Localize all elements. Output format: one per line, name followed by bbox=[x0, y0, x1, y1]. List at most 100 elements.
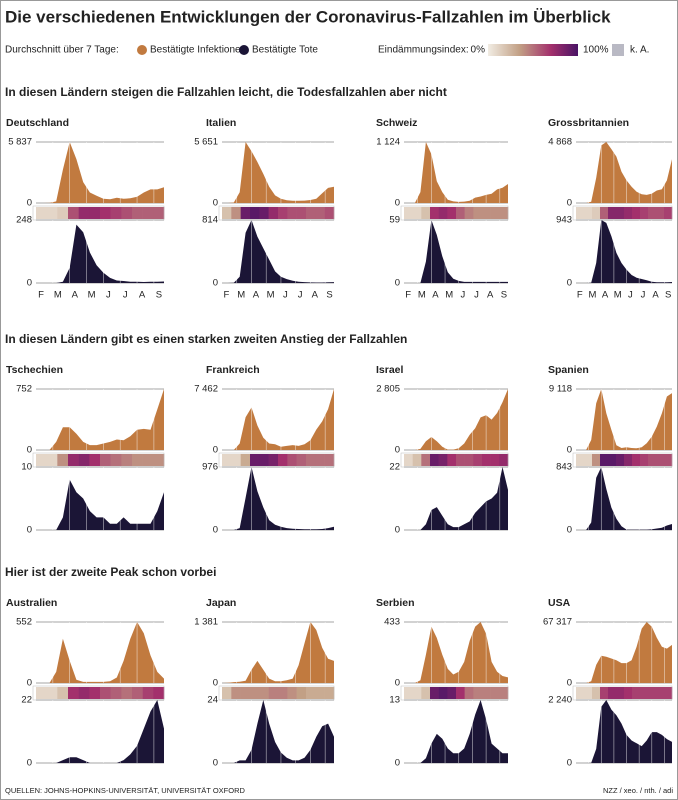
area bbox=[222, 700, 334, 763]
index-cell bbox=[640, 454, 649, 466]
index-cell bbox=[78, 454, 90, 466]
index-cell bbox=[464, 207, 474, 219]
legend-item: Bestätigte Infektionen bbox=[150, 45, 246, 56]
index-cell bbox=[278, 454, 288, 466]
month-label: A bbox=[139, 290, 146, 301]
y-tick-label: 0 bbox=[395, 198, 400, 209]
index-cell bbox=[231, 454, 241, 466]
index-cell bbox=[250, 687, 260, 699]
index-cell bbox=[490, 207, 500, 219]
index-cell bbox=[100, 454, 111, 466]
y-tick-label: 943 bbox=[556, 215, 572, 226]
index-cell bbox=[499, 454, 509, 466]
chart-title: Tschechien bbox=[6, 364, 63, 376]
index-cell bbox=[100, 687, 111, 699]
index-cell bbox=[499, 687, 509, 699]
y-tick-label: 9 118 bbox=[549, 384, 572, 395]
index-cell bbox=[656, 687, 665, 699]
index-cell bbox=[324, 207, 335, 219]
index-cell bbox=[296, 207, 307, 219]
index-cell bbox=[153, 207, 165, 219]
source: QUELLEN: JOHNS-HOPKINS-UNIVERSITÄT, UNIV… bbox=[5, 786, 245, 795]
y-tick-label: 59 bbox=[389, 215, 400, 226]
index-cell bbox=[132, 454, 143, 466]
index-cell bbox=[421, 687, 431, 699]
index-cell bbox=[576, 687, 585, 699]
index-cell bbox=[315, 207, 325, 219]
index-cell bbox=[616, 687, 625, 699]
y-tick-label: 10 bbox=[21, 462, 32, 473]
index-cell bbox=[89, 687, 101, 699]
y-tick-label: 976 bbox=[202, 462, 218, 473]
chart-title: Grossbritannien bbox=[548, 117, 629, 129]
month-label: J bbox=[298, 290, 303, 301]
index-cell bbox=[447, 207, 457, 219]
index-cell bbox=[296, 454, 307, 466]
month-label: M bbox=[88, 290, 96, 301]
month-label: F bbox=[405, 290, 411, 301]
area bbox=[36, 224, 164, 283]
month-label: J bbox=[283, 290, 288, 301]
y-tick-label: 24 bbox=[207, 695, 218, 706]
month-label: S bbox=[156, 290, 162, 301]
y-tick-label: 0 bbox=[567, 445, 572, 456]
month-label: J bbox=[460, 290, 465, 301]
index-cell bbox=[456, 454, 465, 466]
month-label: F bbox=[38, 290, 44, 301]
index-cell bbox=[404, 454, 413, 466]
index-cell bbox=[121, 454, 133, 466]
index-cell bbox=[306, 207, 316, 219]
month-label: A bbox=[72, 290, 79, 301]
index-cell bbox=[648, 687, 657, 699]
index-cell bbox=[153, 454, 165, 466]
index-cell bbox=[78, 207, 90, 219]
y-tick-label: 0 bbox=[567, 278, 572, 289]
index-cell bbox=[473, 687, 483, 699]
legend-item: Bestätigte Tote bbox=[252, 45, 318, 56]
index-cell bbox=[592, 454, 601, 466]
index-cell bbox=[324, 454, 335, 466]
chart-title: Serbien bbox=[376, 597, 415, 609]
chart-title: Schweiz bbox=[376, 117, 417, 129]
area bbox=[36, 479, 164, 530]
index-cell bbox=[57, 687, 69, 699]
legend-swatch bbox=[137, 45, 147, 55]
y-tick-label: 67 317 bbox=[543, 617, 572, 628]
index-cell bbox=[68, 687, 79, 699]
index-cell bbox=[36, 207, 47, 219]
y-tick-label: 0 bbox=[395, 278, 400, 289]
index-cell bbox=[287, 454, 297, 466]
index-cell bbox=[624, 687, 633, 699]
index-cell bbox=[250, 207, 260, 219]
index-cell bbox=[608, 687, 617, 699]
chart-title: Italien bbox=[206, 117, 236, 129]
index-cell bbox=[656, 207, 665, 219]
y-tick-label: 0 bbox=[213, 278, 218, 289]
section-heading: In diesen Ländern gibt es einen starken … bbox=[5, 332, 407, 346]
area bbox=[222, 622, 334, 683]
month-label: S bbox=[326, 290, 332, 301]
index-cell bbox=[278, 207, 288, 219]
index-cell bbox=[576, 207, 585, 219]
index-cell bbox=[421, 454, 431, 466]
index-gradient bbox=[488, 44, 578, 56]
index-cell bbox=[608, 207, 617, 219]
index-cell bbox=[482, 454, 491, 466]
na-label: k. A. bbox=[630, 45, 649, 56]
index-cell bbox=[430, 687, 439, 699]
index-cell bbox=[324, 687, 335, 699]
index-cell bbox=[473, 207, 483, 219]
index-cell bbox=[473, 454, 483, 466]
index-cell bbox=[438, 454, 448, 466]
index-cell bbox=[268, 687, 279, 699]
index-cell bbox=[648, 454, 657, 466]
month-label: S bbox=[501, 290, 507, 301]
index-cell bbox=[600, 454, 609, 466]
index-cell bbox=[222, 687, 232, 699]
index-cell bbox=[250, 454, 260, 466]
area bbox=[576, 700, 672, 763]
area bbox=[404, 700, 508, 763]
index-cell bbox=[664, 687, 673, 699]
index-cell bbox=[315, 687, 325, 699]
month-label: A bbox=[487, 290, 494, 301]
